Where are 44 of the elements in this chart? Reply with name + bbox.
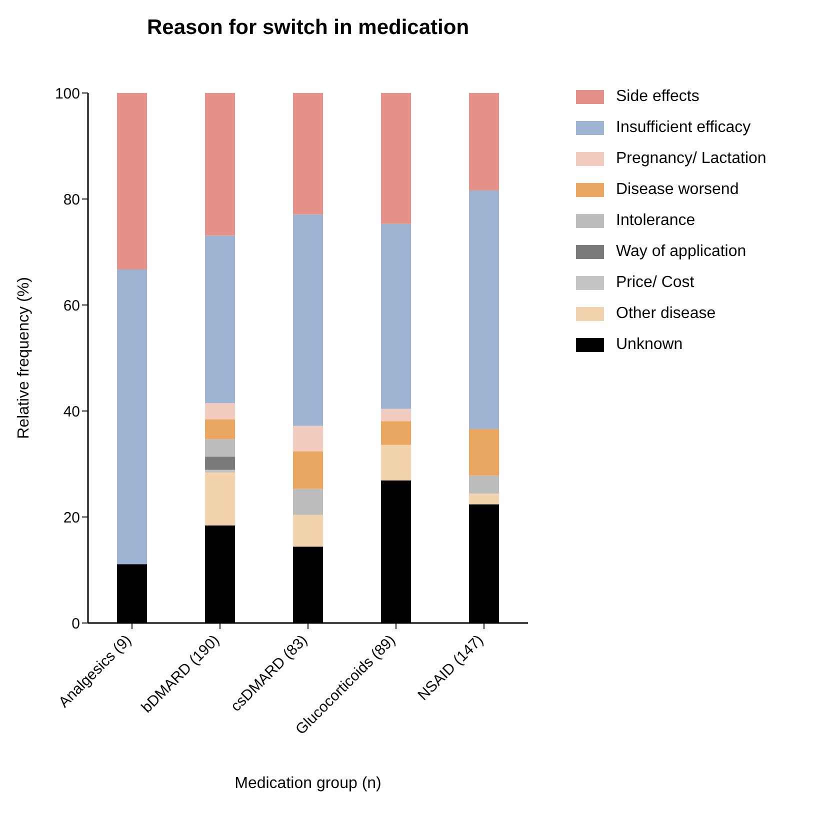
- bar: [205, 456, 236, 470]
- legend-label: Disease worsend: [616, 180, 739, 198]
- bar: [381, 408, 412, 422]
- bar: [293, 426, 324, 452]
- bar: [117, 269, 148, 564]
- x-axis-title: Medication group (n): [234, 775, 382, 792]
- bar: [205, 403, 236, 420]
- bar: [381, 224, 412, 409]
- y-tick-label: 100: [54, 85, 80, 102]
- y-tick-label: 60: [63, 297, 80, 314]
- y-tick-label: 0: [72, 615, 80, 632]
- legend-label: Price/ Cost: [616, 274, 694, 292]
- legend-label: Pregnancy/ Lactation: [616, 150, 766, 168]
- bar: [381, 444, 412, 480]
- y-tick-label: 20: [63, 509, 80, 526]
- bar: [293, 93, 324, 214]
- legend-label: Insufficient efficacy: [616, 118, 751, 136]
- y-tick-label: 80: [63, 191, 80, 208]
- bar: [293, 514, 324, 547]
- bar: [205, 472, 236, 526]
- bar: [469, 429, 500, 476]
- y-tick-label: 40: [63, 403, 80, 420]
- y-axis-title: Relative frequency (%): [16, 277, 33, 439]
- bar: [205, 470, 236, 472]
- chart-title: Reason for switch in medication: [146, 16, 470, 40]
- bar: [205, 419, 236, 440]
- bar: [469, 93, 500, 191]
- bar: [293, 214, 324, 426]
- legend-label: Way of application: [616, 242, 746, 260]
- bar: [381, 93, 412, 224]
- bar: [469, 476, 500, 494]
- legend-label: Unknown: [616, 336, 683, 354]
- bar: [205, 93, 236, 236]
- bar: [293, 488, 324, 515]
- bar: [381, 421, 412, 445]
- bar: [205, 236, 236, 404]
- bar: [117, 93, 148, 270]
- bar: [205, 439, 236, 457]
- bar: [293, 451, 324, 489]
- legend-label: Other disease: [616, 304, 716, 322]
- legend-label: Side effects: [616, 88, 700, 106]
- bar: [469, 494, 500, 504]
- bar: [469, 190, 500, 430]
- legend-label: Intolerance: [616, 212, 696, 230]
